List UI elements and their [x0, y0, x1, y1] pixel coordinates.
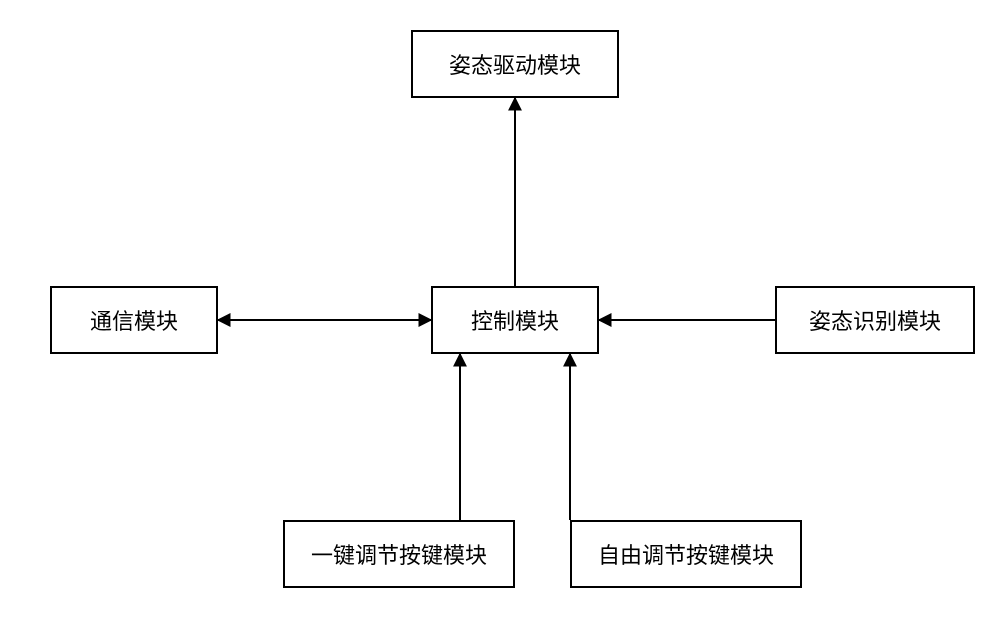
node-free-adjust: 自由调节按键模块	[570, 520, 802, 588]
node-posture-recognition: 姿态识别模块	[775, 286, 975, 354]
node-label: 通信模块	[90, 304, 178, 336]
node-control: 控制模块	[431, 286, 599, 354]
node-one-key-adjust: 一键调节按键模块	[283, 520, 515, 588]
node-label: 控制模块	[471, 304, 559, 336]
node-label: 姿态驱动模块	[449, 48, 581, 80]
node-label: 姿态识别模块	[809, 304, 941, 336]
node-posture-drive: 姿态驱动模块	[411, 30, 619, 98]
node-label: 一键调节按键模块	[311, 538, 487, 570]
diagram-canvas: 姿态驱动模块 控制模块 通信模块 姿态识别模块 一键调节按键模块 自由调节按键模…	[0, 0, 1000, 631]
node-label: 自由调节按键模块	[598, 538, 774, 570]
node-communication: 通信模块	[50, 286, 218, 354]
